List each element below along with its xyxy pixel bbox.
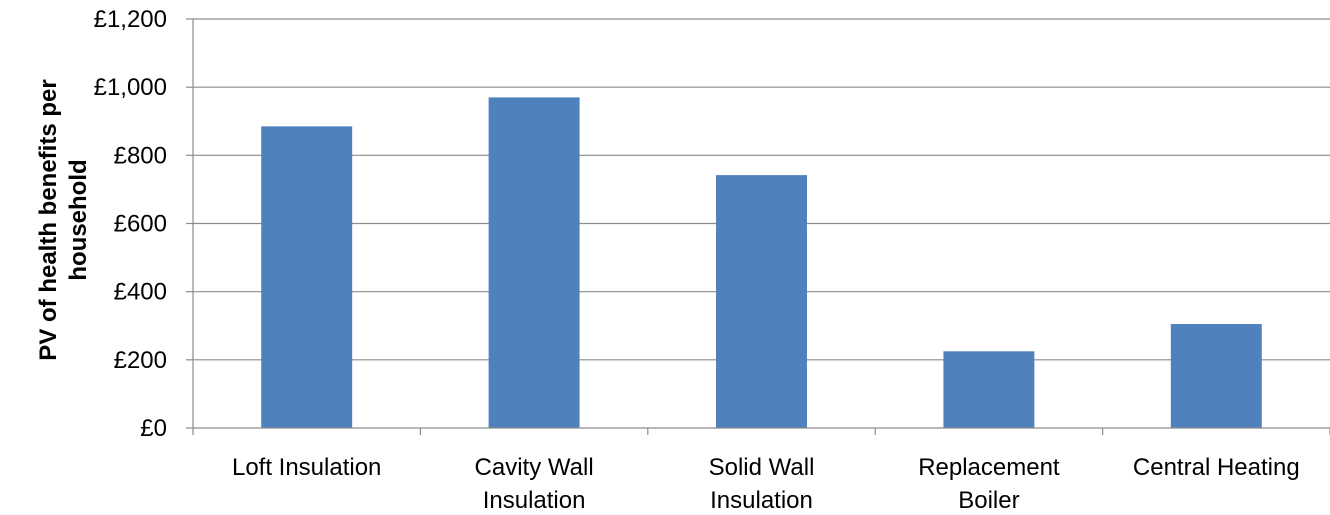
bar-replacement-boiler xyxy=(943,351,1035,428)
y-tick-labels: £0 £200 £400 £600 £800 £1,000 £1,200 xyxy=(94,6,167,442)
x-category-label: Solid Wall Insulation xyxy=(709,454,815,514)
x-category-label: Replacement Boiler xyxy=(918,454,1060,514)
x-category-label: Central Heating xyxy=(1133,454,1300,481)
bars xyxy=(261,97,1262,429)
axes xyxy=(186,18,1330,435)
bar-central-heating xyxy=(1170,324,1262,428)
y-tick-label: £1,000 xyxy=(94,74,167,101)
y-tick-label: £600 xyxy=(114,211,167,238)
y-tick-label: £200 xyxy=(114,347,167,374)
y-tick-label: £400 xyxy=(114,279,167,306)
y-tick-label: £1,200 xyxy=(94,6,167,33)
bar-solid-wall-insulation xyxy=(716,175,807,428)
x-category-label: Cavity Wall Insulation xyxy=(475,454,594,514)
y-tick-label: £0 xyxy=(140,415,167,442)
bar-cavity-wall-insulation xyxy=(488,97,580,429)
x-category-label: Loft Insulation xyxy=(232,454,381,481)
bar-loft-insulation xyxy=(261,126,353,429)
x-category-labels: Loft Insulation Cavity Wall Insulation Soli… xyxy=(232,454,1300,514)
y-tick-label: £800 xyxy=(114,142,167,169)
y-axis-title: PV of health benefits per household xyxy=(35,79,92,360)
